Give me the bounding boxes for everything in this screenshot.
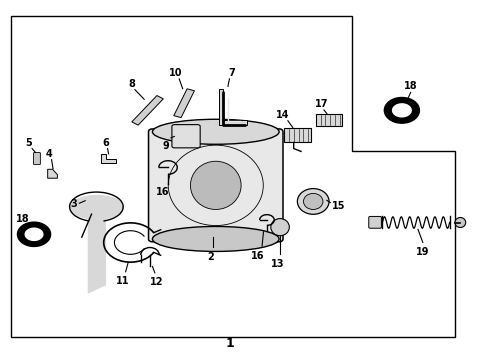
Polygon shape [101, 154, 116, 163]
Polygon shape [316, 114, 343, 126]
Text: 18: 18 [16, 214, 29, 224]
Text: 16: 16 [251, 251, 265, 261]
Ellipse shape [152, 119, 279, 144]
Polygon shape [174, 89, 195, 118]
Text: 19: 19 [416, 247, 430, 257]
Ellipse shape [271, 219, 289, 236]
Text: 4: 4 [46, 149, 52, 159]
Text: 3: 3 [70, 199, 77, 209]
Text: 10: 10 [169, 68, 182, 78]
Text: 15: 15 [332, 201, 345, 211]
Ellipse shape [303, 193, 323, 210]
Text: 11: 11 [116, 276, 129, 287]
Text: 12: 12 [149, 277, 163, 287]
Text: 18: 18 [404, 81, 417, 91]
FancyBboxPatch shape [33, 153, 40, 165]
Text: 7: 7 [228, 68, 235, 78]
Text: 8: 8 [128, 79, 135, 89]
Polygon shape [132, 95, 163, 125]
Text: 2: 2 [208, 252, 214, 262]
Ellipse shape [455, 217, 466, 228]
FancyBboxPatch shape [172, 125, 200, 148]
Ellipse shape [297, 189, 329, 214]
FancyBboxPatch shape [148, 129, 283, 242]
Text: 1: 1 [226, 337, 235, 350]
FancyBboxPatch shape [369, 216, 381, 228]
Text: 6: 6 [103, 138, 110, 148]
Ellipse shape [191, 161, 241, 210]
Polygon shape [219, 89, 247, 125]
Text: 9: 9 [163, 141, 170, 151]
Text: 17: 17 [315, 99, 329, 109]
Polygon shape [48, 169, 57, 178]
Ellipse shape [152, 226, 279, 251]
Polygon shape [284, 128, 311, 143]
Text: 5: 5 [25, 138, 32, 148]
Text: 16: 16 [156, 187, 170, 197]
Text: 14: 14 [276, 110, 290, 120]
Text: 13: 13 [271, 259, 285, 269]
